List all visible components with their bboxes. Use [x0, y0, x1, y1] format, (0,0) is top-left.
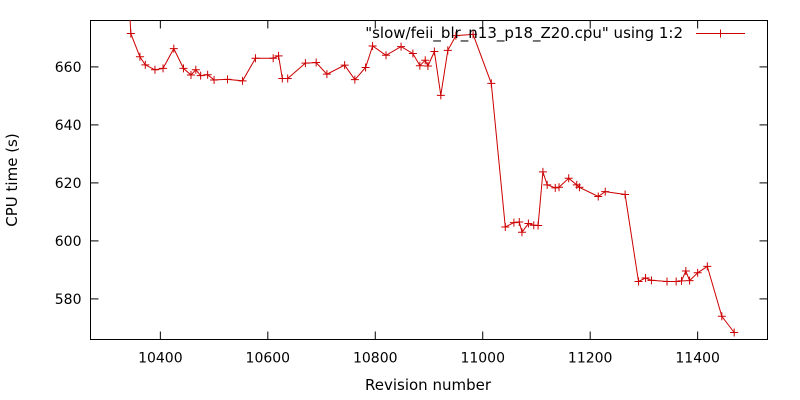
data-point-marker [501, 222, 510, 231]
data-point-marker [223, 75, 232, 84]
y-tick-label: 600 [55, 234, 82, 250]
legend: "slow/feii_blr_n13_p18_Z20.cpu" using 1:… [365, 24, 745, 43]
y-axis: 580 600 620 640 660 [55, 60, 768, 308]
data-point-marker [509, 218, 518, 227]
data-point-marker [641, 274, 650, 283]
x-tick-label: 10600 [246, 351, 291, 367]
y-tick-label: 640 [55, 118, 82, 134]
data-point-marker [269, 54, 278, 63]
plot-frame [90, 20, 768, 340]
data-point-marker [340, 61, 349, 70]
data-point-marker [524, 219, 533, 228]
data-point-marker [361, 63, 370, 72]
x-tick-label: 11000 [460, 351, 505, 367]
data-point-marker [283, 74, 292, 83]
data-point-marker [564, 174, 573, 183]
data-point-marker [312, 58, 321, 67]
data-point-marker [443, 46, 452, 55]
data-point-marker [238, 76, 247, 85]
data-point-marker [730, 328, 739, 337]
data-point-marker [408, 49, 417, 58]
data-point-marker [196, 71, 205, 80]
data-point-marker [677, 276, 686, 285]
data-point-marker [534, 221, 543, 230]
data-point-marker [421, 56, 430, 65]
x-tick-label: 10800 [353, 351, 398, 367]
x-axis-title: Revision number [365, 376, 492, 394]
x-axis: 10400 10600 10800 11000 11200 11400 [138, 20, 720, 367]
legend-label: "slow/feii_blr_n13_p18_Z20.cpu" using 1:… [365, 24, 683, 43]
y-tick-label: 660 [55, 60, 82, 76]
data-point-marker [693, 268, 702, 277]
data-point-marker [382, 51, 391, 60]
data-point-marker [135, 52, 144, 61]
data-point-marker [423, 62, 432, 71]
data-point-marker [685, 276, 694, 285]
data-point-marker [621, 190, 630, 199]
y-tick-label: 620 [55, 176, 82, 192]
data-point-marker [150, 65, 159, 74]
data-point-marker [681, 267, 690, 276]
data-point-marker [634, 277, 643, 286]
data-point-marker [672, 277, 681, 286]
data-point-marker [436, 91, 445, 100]
data-point-marker [274, 51, 283, 60]
data-point-marker [601, 187, 610, 196]
data-point-marker [703, 262, 712, 271]
data-point-marker [368, 42, 377, 51]
data-point-marker [322, 70, 331, 79]
data-point-marker [717, 312, 726, 321]
data-point-marker [551, 183, 560, 192]
series-line [129, 20, 735, 333]
data-point-marker [126, 29, 135, 38]
data-point-marker [203, 70, 212, 79]
x-tick-label: 11400 [675, 351, 720, 367]
data-point-marker [517, 228, 526, 237]
x-tick-label: 11200 [568, 351, 613, 367]
data-point-marker [141, 60, 150, 69]
data-point-marker [543, 180, 552, 189]
data-point-marker [210, 75, 219, 84]
data-point-marker [538, 167, 547, 176]
data-point-marker [430, 47, 439, 56]
data-point-marker [575, 183, 584, 192]
x-tick-label: 10400 [138, 351, 183, 367]
data-point-marker [350, 75, 359, 84]
data-point-marker [469, 30, 478, 39]
data-point-marker [515, 218, 524, 227]
y-axis-title: CPU time (s) [3, 133, 21, 226]
data-point-marker [191, 65, 200, 74]
data-point-marker [647, 276, 656, 285]
data-point-marker [487, 79, 496, 88]
legend-marker [716, 29, 725, 38]
data-point-marker [451, 31, 460, 40]
data-point-marker [179, 64, 188, 73]
data-point-marker [594, 192, 603, 201]
data-point-marker [555, 183, 564, 192]
y-tick-label: 580 [55, 292, 82, 308]
data-point-marker [251, 54, 260, 63]
data-point-marker [397, 42, 406, 51]
series-layer [126, 20, 739, 337]
data-point-marker [301, 59, 310, 68]
data-point-marker [159, 64, 168, 73]
data-point-marker [169, 44, 178, 53]
data-point-marker [186, 71, 195, 80]
data-point-marker [415, 61, 424, 70]
data-point-marker [663, 277, 672, 286]
